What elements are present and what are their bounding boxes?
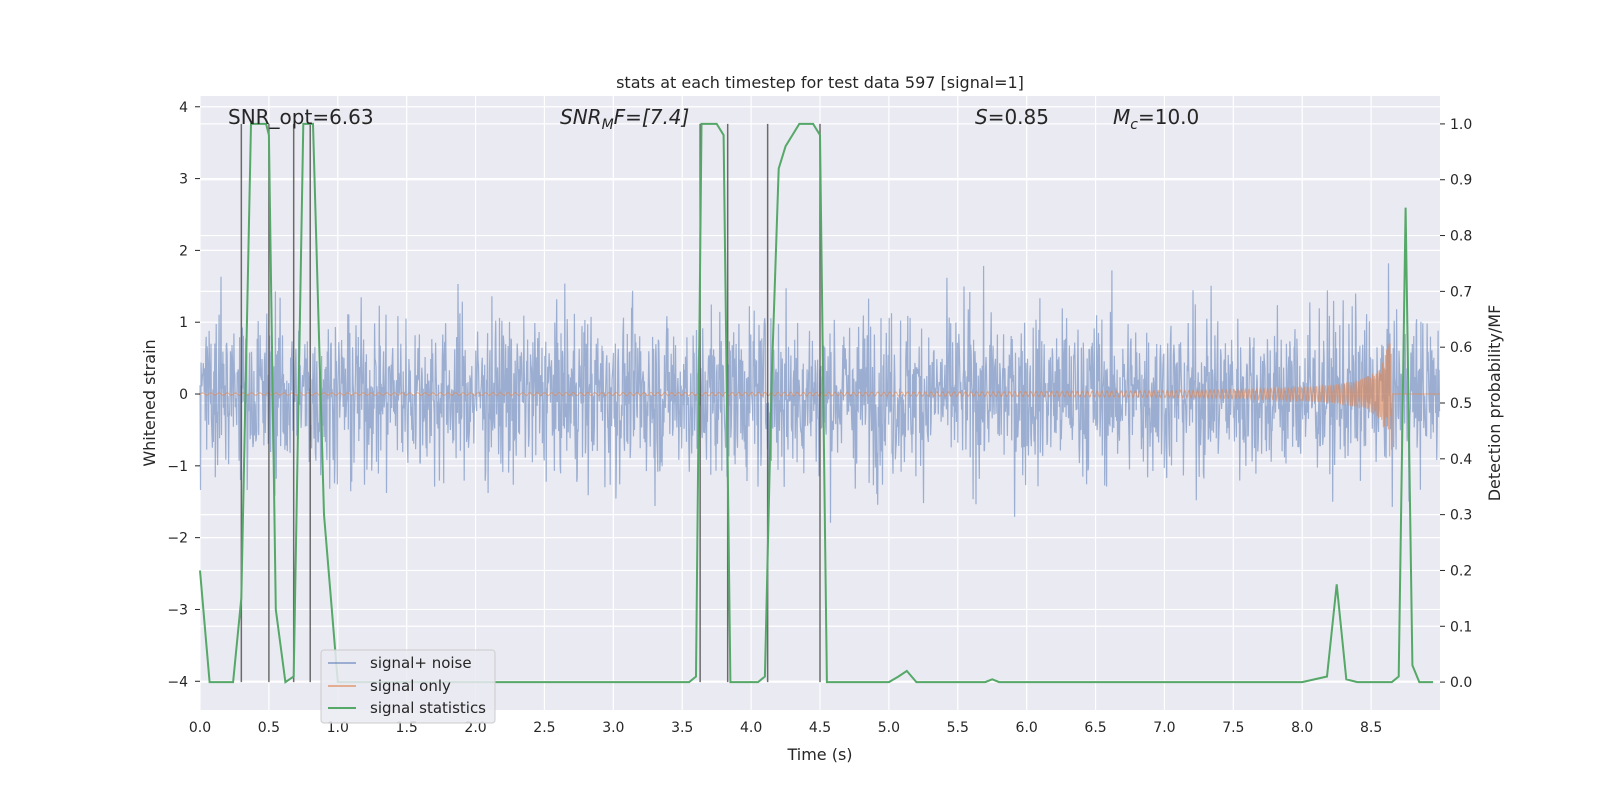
annotation-snr-mf: SNRMF=[7.4] bbox=[560, 105, 689, 133]
legend-label-signal-noise: signal+ noise bbox=[370, 654, 472, 672]
annotation-mc: Mc=10.0 bbox=[1113, 105, 1199, 133]
x-tick-label: 2.0 bbox=[464, 720, 486, 736]
legend-box bbox=[320, 649, 496, 724]
x-axis-label: Time (s) bbox=[786, 745, 852, 764]
x-tick-label: 7.0 bbox=[1153, 720, 1175, 736]
x-tick-label: 0.5 bbox=[258, 720, 280, 736]
y2-axis-ticks: 1.0 0.9 0.8 0.7 0.6 0.5 0.4 0.3 0.2 0.1 0.0 bbox=[1440, 117, 1472, 691]
legend: signal+ noise signal only signal statist… bbox=[320, 649, 496, 724]
vertical-markers bbox=[240, 123, 821, 683]
y-tick-label: 3 bbox=[179, 172, 188, 188]
x-tick-label: 6.5 bbox=[1084, 720, 1106, 736]
y2-tick-label: 0.8 bbox=[1450, 229, 1472, 245]
annotation-snr-mf-main: SNR bbox=[560, 105, 602, 129]
y2-axis-label: Detection probability/MF bbox=[1485, 305, 1504, 502]
x-tick-label: 7.5 bbox=[1222, 720, 1244, 736]
y-tick-label: 0 bbox=[179, 387, 188, 403]
x-tick-label: 8.0 bbox=[1291, 720, 1313, 736]
annotation-s: S=0.85 bbox=[975, 105, 1049, 129]
annotation-snr-opt: SNR_opt=6.63 bbox=[228, 105, 374, 129]
y-tick-label: −2 bbox=[167, 531, 188, 547]
annotation-mc-symbol: M bbox=[1113, 105, 1130, 129]
x-axis-ticks: 0.0 0.5 1.0 1.5 2.0 2.5 3.0 3.5 4.0 4.5 5.0 5.5 6.0 6… bbox=[189, 720, 1382, 736]
x-tick-label: 0.0 bbox=[189, 720, 211, 736]
x-tick-label: 6.0 bbox=[1016, 720, 1038, 736]
annotation-s-value: =0.85 bbox=[988, 105, 1049, 129]
y2-tick-label: 0.2 bbox=[1450, 563, 1472, 579]
y2-tick-label: 0.7 bbox=[1450, 284, 1472, 300]
x-tick-label: 3.0 bbox=[602, 720, 624, 736]
y2-tick-label: 0.3 bbox=[1450, 508, 1472, 524]
x-tick-label: 8.5 bbox=[1360, 720, 1382, 736]
y2-tick-label: 0.5 bbox=[1450, 396, 1472, 412]
y2-tick-label: 0.4 bbox=[1450, 452, 1472, 468]
y-tick-label: 1 bbox=[179, 315, 188, 331]
legend-label-signal-statistics: signal statistics bbox=[370, 699, 486, 717]
chart-title: stats at each timestep for test data 597… bbox=[616, 73, 1024, 92]
series-signal-statistics bbox=[199, 122, 1434, 684]
x-tick-label: 1.5 bbox=[396, 720, 418, 736]
annotation-snr-mf-subscript: M bbox=[602, 117, 614, 133]
y-tick-label: −4 bbox=[167, 674, 188, 690]
x-tick-label: 2.5 bbox=[533, 720, 555, 736]
y-tick-label: −1 bbox=[167, 459, 188, 475]
annotation-snr-mf-rest: F=[7.4] bbox=[614, 105, 690, 129]
annotation-mc-value: =10.0 bbox=[1138, 105, 1199, 129]
y2-tick-label: 0.6 bbox=[1450, 340, 1472, 356]
y-tick-label: −3 bbox=[167, 602, 188, 618]
annotation-s-symbol: S bbox=[975, 105, 988, 129]
legend-label-signal-only: signal only bbox=[370, 677, 451, 695]
x-tick-label: 4.5 bbox=[809, 720, 831, 736]
x-tick-label: 5.0 bbox=[878, 720, 900, 736]
y-axis-label: Whitened strain bbox=[140, 339, 159, 466]
y2-tick-label: 0.1 bbox=[1450, 619, 1472, 635]
y-axis-ticks: 4 3 2 1 0 −1 −2 −3 −4 bbox=[167, 100, 200, 690]
x-tick-label: 5.5 bbox=[947, 720, 969, 736]
x-tick-label: 4.0 bbox=[740, 720, 762, 736]
statistics-line bbox=[199, 122, 1434, 684]
y2-tick-label: 0.9 bbox=[1450, 173, 1472, 189]
y-tick-label: 4 bbox=[179, 100, 188, 116]
x-tick-label: 3.5 bbox=[671, 720, 693, 736]
annotation-mc-subscript: c bbox=[1130, 117, 1138, 133]
x-tick-label: 1.0 bbox=[327, 720, 349, 736]
y-tick-label: 2 bbox=[179, 243, 188, 259]
y2-tick-label: 1.0 bbox=[1450, 117, 1472, 133]
y2-tick-label: 0.0 bbox=[1450, 675, 1472, 691]
